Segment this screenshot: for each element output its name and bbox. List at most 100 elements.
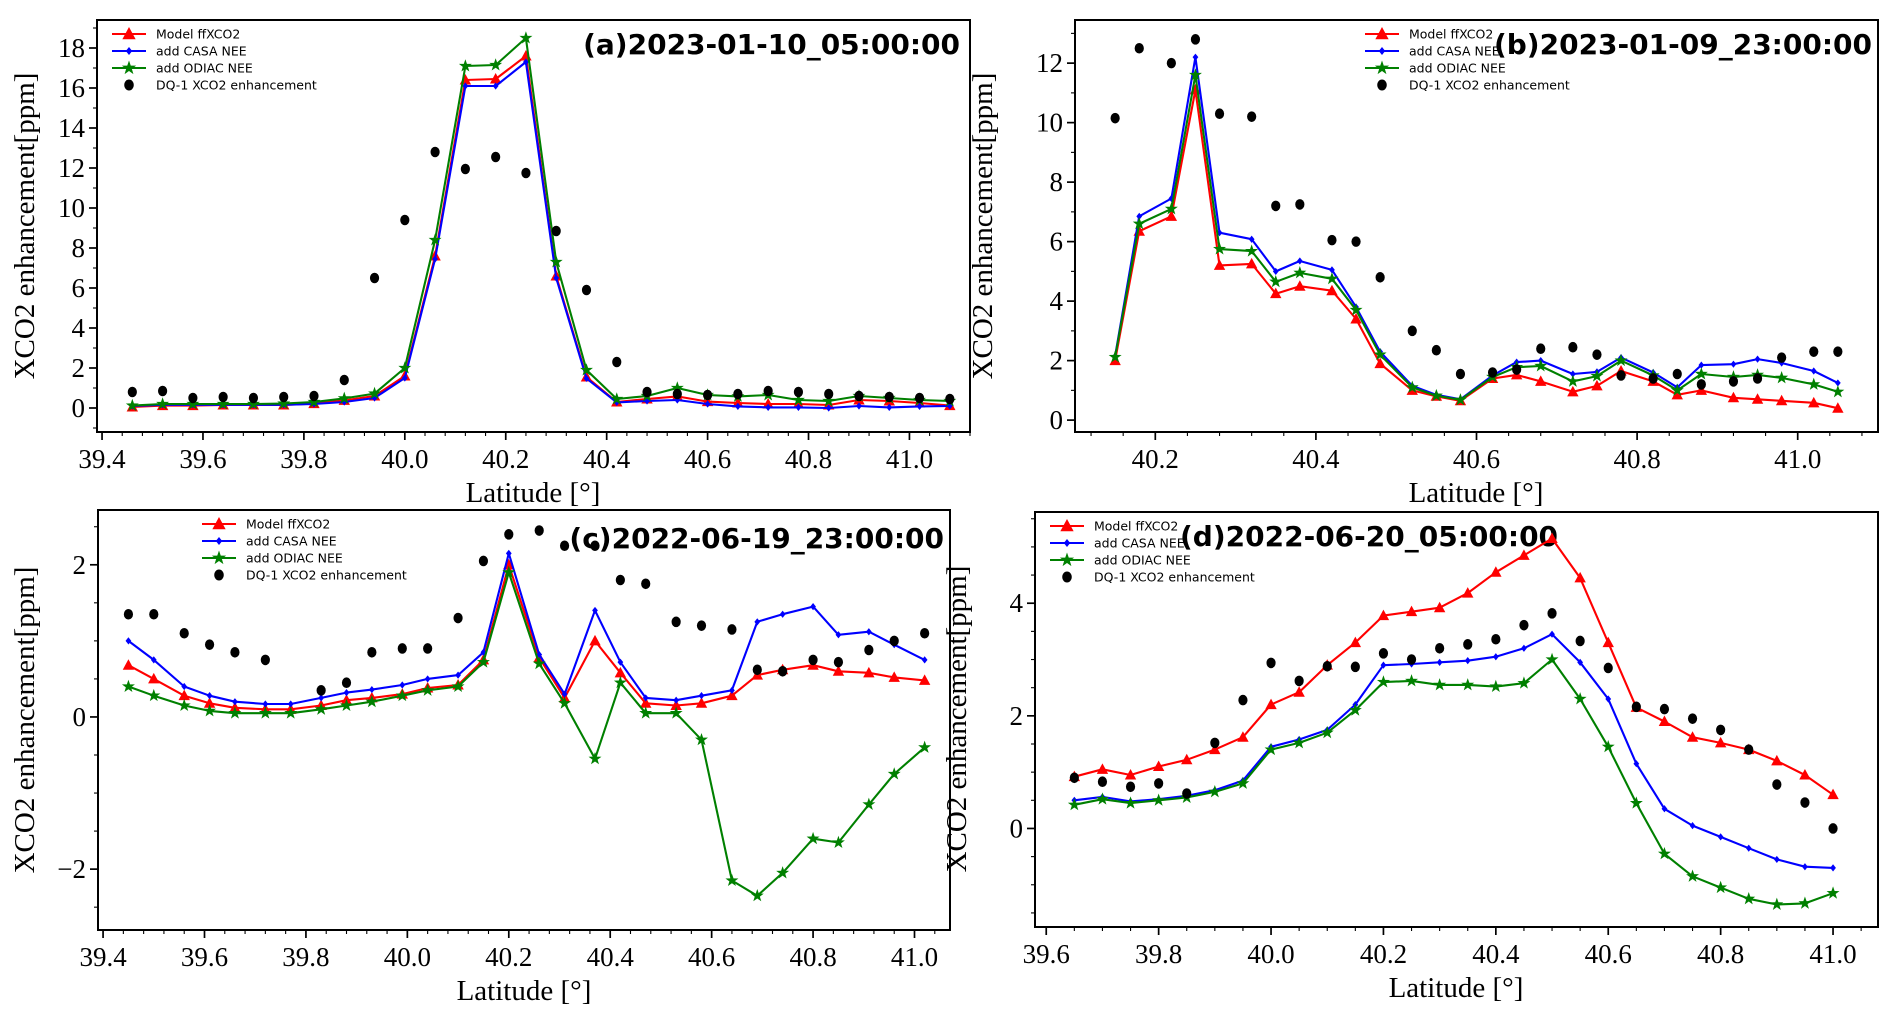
triangle-marker [1326,284,1338,296]
dot-marker [583,374,590,382]
x-tick-label: 40.0 [381,444,428,474]
scatter-point [1294,675,1304,687]
scatter-point [702,389,713,401]
dot-marker [754,618,761,626]
scatter-point [218,391,228,403]
x-tick-label: 40.6 [684,444,731,474]
star-marker [1826,886,1840,899]
star-marker [1614,353,1628,367]
scatter-point [1752,373,1763,384]
dot-marker [492,82,499,90]
triangle-marker [640,697,652,708]
panel-a: (a)2023-01-10_05:00:00 Latitude [°] XCO2… [9,19,971,509]
x-tick-label: 41.0 [886,444,933,474]
panel-d: (d)2022-06-20_05:00:00 Latitude [°] XCO2… [941,511,1879,1004]
star-marker [284,706,298,719]
star-marker [831,835,845,848]
scatter-point [1295,199,1305,210]
triangle-marker [1270,287,1282,299]
panel-a-xlabel: Latitude [°] [466,477,601,509]
y-tick-label: 14 [58,113,86,143]
dot-marker [734,402,741,410]
scatter-point [1154,778,1164,789]
star-marker [580,363,593,376]
scatter-point [581,284,592,296]
dot-marker [916,402,923,410]
scatter-point [1487,367,1498,378]
triangle-marker [832,665,845,676]
scatter-point [1716,724,1726,736]
series-dq-1-xco2-enhancement [127,146,955,405]
star-marker [1067,798,1081,811]
scatter-point [914,392,925,404]
dot-marker [729,686,735,694]
panel-b-xlabel: Latitude [°] [1409,477,1544,509]
scatter-point [430,146,440,158]
triangle-marker [888,671,900,682]
series-dq-1-xco2-enhancement [123,525,930,696]
dot-marker [1436,658,1443,666]
triangle-marker [589,634,601,646]
triangle-marker [1124,768,1137,780]
legend-b: Model ffXCO2 add CASA NEE add ODIAC NEE DQ-… [1365,27,1570,93]
star-marker [1601,740,1615,753]
legend-item-label: Model ffXCO2 [1409,27,1493,42]
triangle-marker [1237,731,1249,742]
triangle-marker [1827,788,1839,800]
star-marker [1670,383,1684,396]
triangle-marker [1433,601,1446,613]
panel-c-ylabel: XCO2 enhancement[ppm] [9,567,41,874]
scatter-point [1435,642,1445,654]
scatter-point [1809,346,1819,357]
y-tick-label: 8 [1050,167,1064,197]
star-marker [791,393,805,406]
scatter-point [1575,635,1585,647]
series-add-odiac-nee [121,565,932,902]
star-marker [1152,793,1166,806]
series-add-casa-nee [1071,630,1836,872]
dot-marker [1773,855,1780,864]
star-marker [1108,350,1122,363]
star-marker [1798,896,1812,909]
star-marker [1714,880,1728,894]
dot-marker [553,274,560,282]
scatter-point [423,643,433,654]
triangle-marker [1209,743,1221,755]
scatter-point [453,612,463,624]
star-marker [776,866,790,879]
star-marker [1770,897,1784,910]
dot-marker [1569,370,1576,378]
star-marker [314,702,328,715]
scatter-point [1672,368,1682,380]
star-marker [1320,725,1334,739]
scatter-point [1592,349,1602,360]
y-tick-label: 10 [58,193,85,223]
dot-marker [1192,53,1199,61]
scatter-point [367,646,377,658]
star-marker [669,706,683,719]
star-marker [725,873,739,887]
x-tick-label: 40.4 [1472,939,1520,969]
dot-marker [401,374,408,382]
scatter-point [1512,364,1522,375]
triangle-marker [1109,354,1121,366]
legend-circle-sample [124,79,134,91]
x-tick-label: 40.0 [384,942,431,972]
dot-marker [1168,194,1175,203]
star-marker [695,732,708,746]
scatter-point [279,391,289,403]
star-marker [1376,675,1390,688]
dot-marker [1492,653,1499,661]
panel-d-xlabel: Latitude [°] [1389,972,1524,1004]
star-marker [1269,274,1283,288]
star-marker [1657,847,1671,860]
scatter-point [1210,737,1220,749]
dot-marker [886,403,893,411]
triangle-marker [1535,375,1547,386]
y-tick-label: 2 [73,550,87,580]
scatter-point [1659,703,1670,715]
scatter-point [1214,108,1225,120]
star-marker [1264,742,1278,756]
y-tick-label: 18 [58,33,85,63]
scatter-point [127,386,137,398]
